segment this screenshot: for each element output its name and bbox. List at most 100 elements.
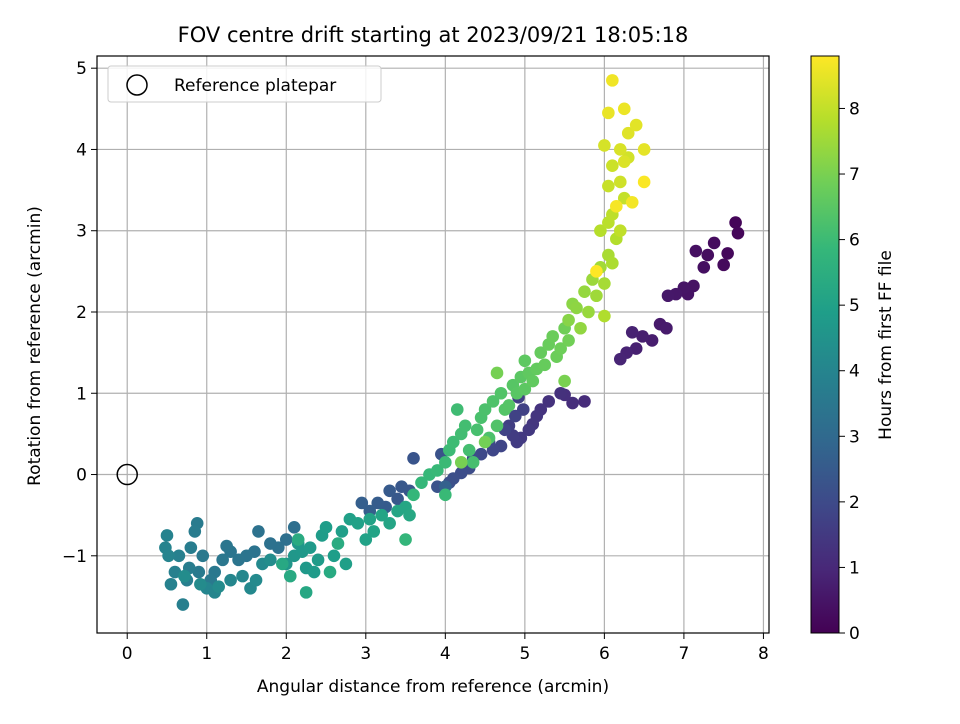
scatter-point bbox=[486, 395, 500, 408]
scatter-point bbox=[327, 549, 341, 563]
plot-frame bbox=[96, 55, 770, 634]
scatter-point bbox=[518, 382, 532, 396]
colorbar-tick-label: 3 bbox=[849, 427, 860, 447]
scatter-point bbox=[172, 549, 186, 563]
legend: Reference platepar bbox=[107, 65, 382, 103]
scatter-point bbox=[534, 346, 548, 359]
y-tick-label: 2 bbox=[76, 303, 87, 323]
colorbar-tick-label: 5 bbox=[849, 296, 860, 316]
y-tick-label: 1 bbox=[76, 384, 87, 404]
scatter-point bbox=[291, 533, 305, 546]
scatter-point bbox=[371, 496, 385, 510]
scatter-point bbox=[598, 139, 611, 152]
scatter-point bbox=[613, 175, 627, 189]
colorbar-ticks: 0 1 2 3 4 5 6 7 8 bbox=[839, 99, 860, 644]
x-axis-ticks: 0 1 2 3 4 5 6 7 8 bbox=[122, 633, 769, 664]
colorbar-label: Hours from first FF file bbox=[876, 250, 896, 440]
scatter-point bbox=[355, 496, 369, 510]
legend-label-reference: Reference platepar bbox=[174, 76, 336, 96]
scatter-point bbox=[606, 256, 619, 270]
scatter-point bbox=[264, 537, 277, 550]
scatter-point bbox=[407, 488, 420, 502]
scatter-point bbox=[403, 508, 416, 522]
scatter-point bbox=[518, 354, 532, 368]
scatter-point bbox=[395, 480, 408, 494]
colorbar-tick-label: 2 bbox=[849, 493, 860, 513]
scatter-point bbox=[299, 586, 313, 599]
scatter-point bbox=[188, 525, 202, 538]
scatter-point bbox=[731, 226, 745, 240]
scatter-point bbox=[196, 549, 210, 563]
x-tick-label: 4 bbox=[440, 644, 451, 664]
scatter-point bbox=[168, 565, 182, 579]
scatter-point bbox=[192, 565, 206, 579]
colorbar-tick-label: 8 bbox=[849, 99, 860, 119]
scatter-point bbox=[570, 301, 583, 315]
scatter-point bbox=[660, 321, 673, 335]
y-tick-label: 3 bbox=[76, 222, 87, 242]
scatter-point bbox=[574, 321, 587, 335]
scatter-point bbox=[359, 533, 373, 546]
scatter-point bbox=[212, 580, 225, 593]
scatter-point bbox=[617, 155, 631, 168]
colorbar-tick-label: 7 bbox=[849, 165, 860, 185]
scatter-point bbox=[729, 216, 742, 229]
scatter-point bbox=[602, 106, 615, 120]
scatter-point bbox=[287, 521, 301, 534]
scatter-point bbox=[494, 386, 508, 400]
x-tick-label: 1 bbox=[201, 644, 212, 664]
y-tick-label: 0 bbox=[76, 466, 87, 486]
x-tick-label: 6 bbox=[599, 644, 610, 664]
y-tick-label: −1 bbox=[62, 547, 87, 567]
y-tick-label: 5 bbox=[76, 59, 87, 79]
scatter-point bbox=[335, 525, 349, 538]
scatter-point bbox=[303, 541, 317, 554]
legend-marker bbox=[126, 74, 148, 96]
scatter-point bbox=[613, 224, 627, 238]
scatter-point bbox=[275, 557, 289, 571]
scatter-point bbox=[637, 143, 651, 156]
scatter-point bbox=[613, 352, 627, 366]
x-tick-label: 8 bbox=[758, 644, 769, 664]
scatter-point bbox=[542, 395, 556, 408]
scatter-point bbox=[307, 565, 321, 579]
scatter-point bbox=[407, 451, 420, 465]
x-tick-label: 2 bbox=[281, 644, 292, 664]
scatter-point bbox=[383, 516, 396, 530]
scatter-point bbox=[339, 557, 353, 571]
scatter-point bbox=[399, 533, 412, 546]
scatter-point bbox=[582, 305, 595, 319]
scatter-point bbox=[224, 573, 237, 587]
scatter-point bbox=[431, 464, 444, 477]
scatter-point bbox=[454, 456, 468, 469]
colorbar-tick-label: 1 bbox=[849, 558, 860, 578]
scatter-point bbox=[319, 521, 333, 534]
scatter-point bbox=[546, 330, 559, 343]
scatter-point bbox=[636, 330, 649, 343]
y-axis-ticks: −1 0 1 2 3 4 5 bbox=[62, 59, 97, 567]
scatter-point bbox=[363, 512, 377, 526]
scatter-point bbox=[331, 537, 345, 550]
scatter-point bbox=[661, 289, 675, 303]
scatter-point bbox=[383, 484, 396, 498]
scatter-point bbox=[446, 435, 460, 449]
scatter-point bbox=[351, 516, 365, 530]
x-tick-label: 5 bbox=[519, 644, 530, 664]
scatter-point bbox=[216, 553, 229, 567]
scatter-point bbox=[439, 456, 452, 469]
scatter-point bbox=[220, 539, 233, 553]
scatter-point bbox=[283, 569, 297, 583]
x-tick-label: 7 bbox=[678, 644, 689, 664]
legend-box bbox=[107, 65, 382, 103]
scatter-point bbox=[606, 159, 619, 173]
scatter-point bbox=[478, 435, 492, 449]
scatter-point bbox=[462, 443, 476, 457]
scatter-point bbox=[625, 195, 639, 209]
y-axis-label: Rotation from reference (arcmin) bbox=[25, 206, 45, 486]
colorbar-tick-label: 4 bbox=[849, 362, 860, 382]
scatter-point bbox=[701, 248, 715, 262]
x-tick-label: 3 bbox=[360, 644, 371, 664]
scatter-point bbox=[450, 403, 464, 416]
scatter-point bbox=[590, 265, 603, 278]
